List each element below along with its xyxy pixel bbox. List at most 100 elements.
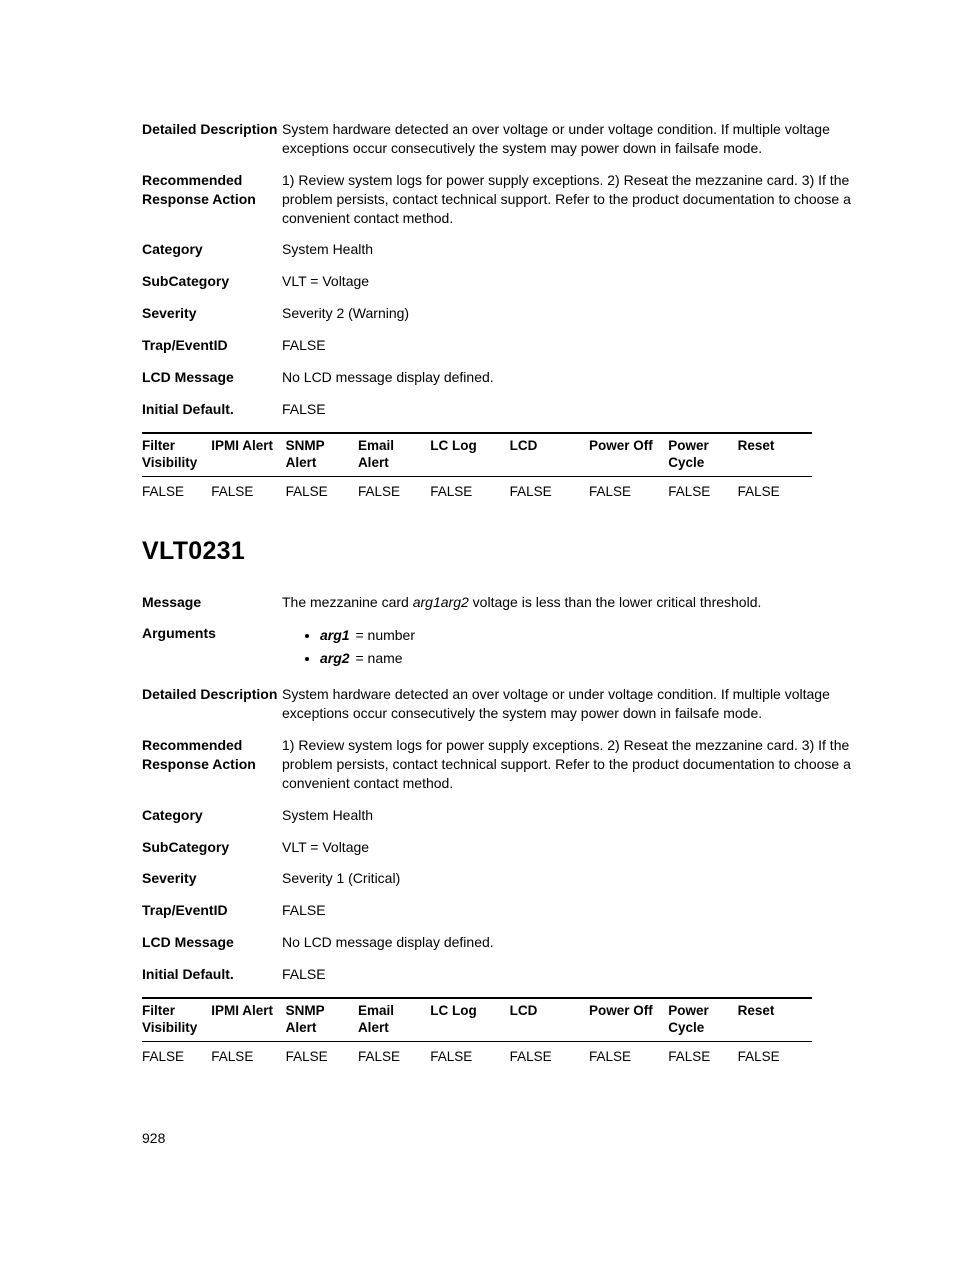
table-cell: FALSE bbox=[510, 1041, 589, 1070]
table-header: LC Log bbox=[430, 998, 509, 1041]
table-header: Email Alert bbox=[358, 433, 430, 476]
entry1-section: Detailed Description System hardware det… bbox=[142, 120, 894, 505]
field-severity: Severity Severity 1 (Critical) bbox=[142, 869, 894, 888]
field-value: VLT = Voltage bbox=[282, 838, 894, 857]
argument-value: = name bbox=[352, 650, 403, 666]
field-label: Category bbox=[142, 240, 282, 259]
table-header: Filter Visibility bbox=[142, 433, 211, 476]
table-cell: FALSE bbox=[589, 476, 668, 505]
table-cell: FALSE bbox=[142, 476, 211, 505]
table-header: Filter Visibility bbox=[142, 998, 211, 1041]
field-value: System hardware detected an over voltage… bbox=[282, 685, 894, 723]
table-cell: FALSE bbox=[286, 1041, 358, 1070]
table-cell: FALSE bbox=[286, 476, 358, 505]
table-cell: FALSE bbox=[510, 476, 589, 505]
field-value: No LCD message display defined. bbox=[282, 933, 894, 952]
table-cell: FALSE bbox=[738, 476, 812, 505]
field-label: Detailed Description bbox=[142, 685, 282, 723]
table-cell: FALSE bbox=[211, 1041, 285, 1070]
table-header: Power Cycle bbox=[668, 998, 737, 1041]
message-prefix: The mezzanine card bbox=[282, 594, 413, 610]
table-cell: FALSE bbox=[358, 476, 430, 505]
field-value: FALSE bbox=[282, 965, 894, 984]
argument-name: arg1 bbox=[320, 627, 350, 643]
argument-value: = number bbox=[352, 627, 415, 643]
field-category: Category System Health bbox=[142, 240, 894, 259]
field-detailed-description: Detailed Description System hardware det… bbox=[142, 120, 894, 158]
message-suffix: voltage is less than the lower critical … bbox=[469, 594, 762, 610]
field-trap-eventid: Trap/EventID FALSE bbox=[142, 336, 894, 355]
field-label: Message bbox=[142, 593, 282, 612]
field-label: Trap/EventID bbox=[142, 336, 282, 355]
field-label: Recommended Response Action bbox=[142, 171, 282, 228]
table-cell: FALSE bbox=[738, 1041, 812, 1070]
document-page: Detailed Description System hardware det… bbox=[0, 0, 954, 1268]
field-lcd-message: LCD Message No LCD message display defin… bbox=[142, 933, 894, 952]
table-header: Reset bbox=[738, 433, 812, 476]
argument-item: arg1 = number bbox=[320, 626, 884, 645]
table-header: LCD bbox=[510, 433, 589, 476]
field-label: Severity bbox=[142, 304, 282, 323]
table-header: LCD bbox=[510, 998, 589, 1041]
table-cell: FALSE bbox=[430, 1041, 509, 1070]
field-value: 1) Review system logs for power supply e… bbox=[282, 171, 894, 228]
table-cell: FALSE bbox=[211, 476, 285, 505]
field-message: Message The mezzanine card arg1arg2 volt… bbox=[142, 593, 894, 612]
field-label: Initial Default. bbox=[142, 400, 282, 419]
argument-item: arg2 = name bbox=[320, 649, 884, 668]
field-lcd-message: LCD Message No LCD message display defin… bbox=[142, 368, 894, 387]
field-value: FALSE bbox=[282, 336, 894, 355]
table-header: SNMP Alert bbox=[286, 998, 358, 1041]
field-label: SubCategory bbox=[142, 838, 282, 857]
field-category: Category System Health bbox=[142, 806, 894, 825]
entry2-section: Message The mezzanine card arg1arg2 volt… bbox=[142, 593, 894, 1070]
table-header: IPMI Alert bbox=[211, 433, 285, 476]
field-initial-default: Initial Default. FALSE bbox=[142, 965, 894, 984]
filter-visibility-table: Filter Visibility IPMI Alert SNMP Alert … bbox=[142, 997, 812, 1070]
field-value: 1) Review system logs for power supply e… bbox=[282, 736, 894, 793]
page-number: 928 bbox=[142, 1129, 165, 1148]
field-value: VLT = Voltage bbox=[282, 272, 894, 291]
field-arguments: Arguments arg1 = number arg2 = name bbox=[142, 624, 894, 672]
field-value: No LCD message display defined. bbox=[282, 368, 894, 387]
table-header: IPMI Alert bbox=[211, 998, 285, 1041]
field-recommended-action: Recommended Response Action 1) Review sy… bbox=[142, 736, 894, 793]
field-label: LCD Message bbox=[142, 368, 282, 387]
arguments-list: arg1 = number arg2 = name bbox=[320, 626, 884, 668]
field-value: arg1 = number arg2 = name bbox=[282, 624, 894, 672]
field-recommended-action: Recommended Response Action 1) Review sy… bbox=[142, 171, 894, 228]
field-label: Arguments bbox=[142, 624, 282, 672]
table-header: Power Off bbox=[589, 998, 668, 1041]
argument-name: arg2 bbox=[320, 650, 350, 666]
filter-visibility-table: Filter Visibility IPMI Alert SNMP Alert … bbox=[142, 432, 812, 505]
table-header: SNMP Alert bbox=[286, 433, 358, 476]
field-label: SubCategory bbox=[142, 272, 282, 291]
field-label: Severity bbox=[142, 869, 282, 888]
table-header: Email Alert bbox=[358, 998, 430, 1041]
field-detailed-description: Detailed Description System hardware det… bbox=[142, 685, 894, 723]
table-cell: FALSE bbox=[668, 476, 737, 505]
field-value: The mezzanine card arg1arg2 voltage is l… bbox=[282, 593, 894, 612]
table-header: Reset bbox=[738, 998, 812, 1041]
table-row: FALSE FALSE FALSE FALSE FALSE FALSE FALS… bbox=[142, 476, 812, 505]
field-value: Severity 1 (Critical) bbox=[282, 869, 894, 888]
field-value: System Health bbox=[282, 806, 894, 825]
field-value: FALSE bbox=[282, 901, 894, 920]
table-header: Power Cycle bbox=[668, 433, 737, 476]
field-subcategory: SubCategory VLT = Voltage bbox=[142, 838, 894, 857]
field-label: Initial Default. bbox=[142, 965, 282, 984]
field-value: FALSE bbox=[282, 400, 894, 419]
field-subcategory: SubCategory VLT = Voltage bbox=[142, 272, 894, 291]
entry-heading: VLT0231 bbox=[142, 535, 894, 569]
field-label: Category bbox=[142, 806, 282, 825]
table-header: Power Off bbox=[589, 433, 668, 476]
table-cell: FALSE bbox=[142, 1041, 211, 1070]
field-trap-eventid: Trap/EventID FALSE bbox=[142, 901, 894, 920]
table-row: FALSE FALSE FALSE FALSE FALSE FALSE FALS… bbox=[142, 1041, 812, 1070]
field-severity: Severity Severity 2 (Warning) bbox=[142, 304, 894, 323]
field-label: Recommended Response Action bbox=[142, 736, 282, 793]
message-arg1: arg1 bbox=[413, 594, 441, 610]
field-label: Trap/EventID bbox=[142, 901, 282, 920]
table-header-row: Filter Visibility IPMI Alert SNMP Alert … bbox=[142, 998, 812, 1041]
field-label: LCD Message bbox=[142, 933, 282, 952]
